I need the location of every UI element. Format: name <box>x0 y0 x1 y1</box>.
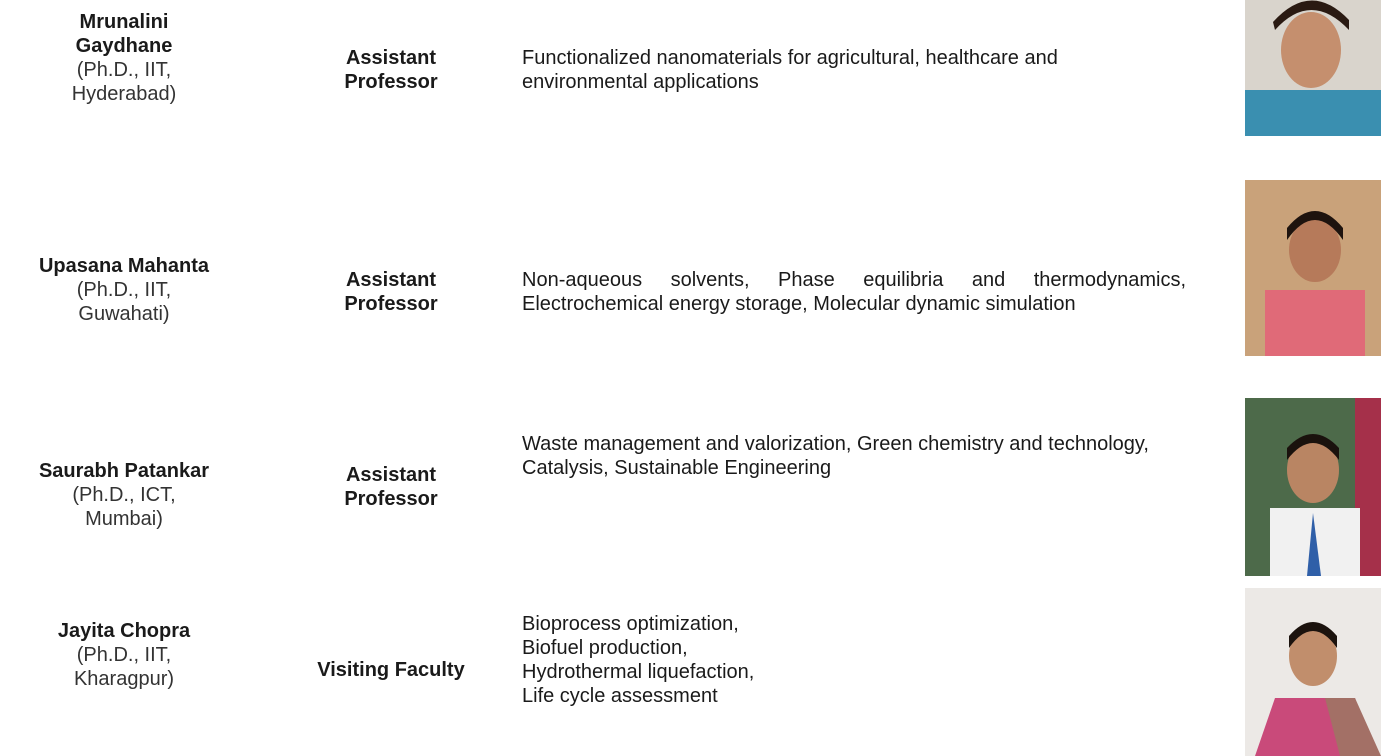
designation: Assistant Professor <box>344 47 438 93</box>
photo <box>1245 0 1381 136</box>
faculty-name: Mrunalini Gaydhane <box>75 11 173 57</box>
research-areas: Non-aqueous solvents, Phase equilibria a… <box>522 268 1186 316</box>
faculty-name: Saurabh Patankar <box>38 460 210 482</box>
faculty-name: Upasana Mahanta <box>38 255 210 277</box>
photo <box>1245 588 1381 756</box>
photo <box>1245 180 1381 356</box>
name-cell: Upasana Mahanta (Ph.D., IIT, Guwahati) <box>0 254 248 326</box>
designation: Assistant Professor <box>344 269 438 315</box>
designation: Assistant Professor <box>344 464 438 510</box>
qualification: (Ph.D., IIT, <box>76 59 172 81</box>
qualification: Mumbai) <box>85 508 163 530</box>
qualification: Kharagpur) <box>73 668 175 690</box>
research-areas: Functionalized nanomaterials for agricul… <box>522 46 1186 94</box>
qualification: (Ph.D., IIT, <box>76 279 172 301</box>
qualification: Guwahati) <box>78 303 170 325</box>
faculty-name: Jayita Chopra <box>57 620 191 642</box>
research-line: Life cycle assessment <box>522 685 718 707</box>
name-cell: Jayita Chopra (Ph.D., IIT, Kharagpur) <box>0 619 248 691</box>
designation: Visiting Faculty <box>317 659 465 681</box>
research-areas: Waste management and valorization, Green… <box>522 432 1186 480</box>
research-line: Functionalized nanomaterials for agricul… <box>522 47 1058 93</box>
qualification: (Ph.D., ICT, <box>72 484 176 506</box>
research-areas: Bioprocess optimization, Biofuel producti… <box>522 612 1186 708</box>
name-cell: Saurabh Patankar (Ph.D., ICT, Mumbai) <box>0 459 248 531</box>
research-line: Hydrothermal liquefaction, <box>522 661 755 683</box>
qualification: Hyderabad) <box>71 83 177 105</box>
name-cell: Mrunalini Gaydhane (Ph.D., IIT, Hyderabad) <box>49 10 199 106</box>
research-line: Non-aqueous solvents, Phase equilibria a… <box>522 269 1186 315</box>
research-line: Bioprocess optimization, <box>522 613 739 635</box>
research-line: Biofuel production, <box>522 637 688 659</box>
research-line: Waste management and valorization, Green… <box>522 433 1149 479</box>
photo <box>1245 398 1381 576</box>
qualification: (Ph.D., IIT, <box>76 644 172 666</box>
